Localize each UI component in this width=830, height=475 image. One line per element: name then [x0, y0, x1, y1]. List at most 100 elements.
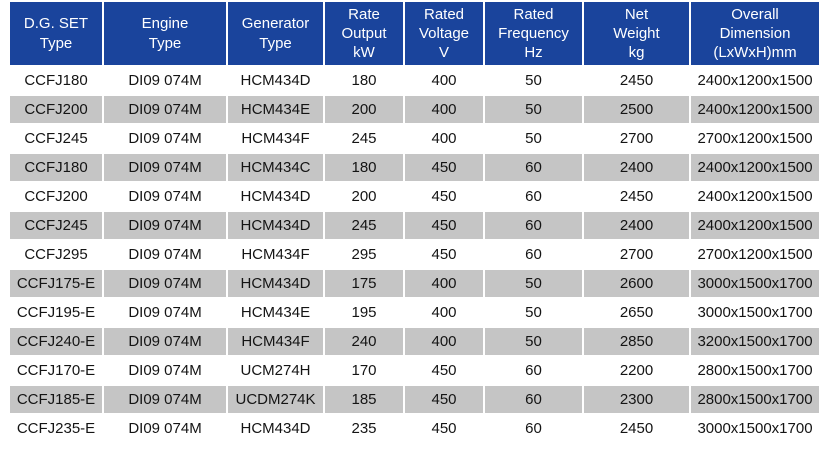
cell-rate-output-kw: 245 [325, 125, 403, 152]
column-header-rate-output-kw: Rate Output kW [325, 2, 403, 65]
cell-rate-output-kw: 170 [325, 357, 403, 384]
cell-dg-set-type: CCFJ200 [10, 96, 102, 123]
cell-net-weight-kg: 2500 [584, 96, 689, 123]
cell-rate-output-kw: 200 [325, 183, 403, 210]
cell-generator-type: UCDM274K [228, 386, 323, 413]
cell-net-weight-kg: 2700 [584, 125, 689, 152]
cell-rated-frequency-hz: 50 [485, 96, 582, 123]
cell-rated-frequency-hz: 50 [485, 67, 582, 94]
cell-overall-dimension: 2400x1200x1500 [691, 212, 819, 239]
cell-rated-voltage-v: 400 [405, 125, 483, 152]
cell-engine-type: DI09 074M [104, 125, 226, 152]
cell-rate-output-kw: 295 [325, 241, 403, 268]
cell-rate-output-kw: 245 [325, 212, 403, 239]
cell-generator-type: HCM434F [228, 125, 323, 152]
cell-generator-type: HCM434D [228, 270, 323, 297]
table-row: CCFJ180 DI09 074M HCM434C 180 450 60 2400 2400x… [10, 154, 819, 181]
cell-rated-voltage-v: 450 [405, 183, 483, 210]
cell-engine-type: DI09 074M [104, 96, 226, 123]
table-row: CCFJ295 DI09 074M HCM434F 295 450 60 2700 2700x… [10, 241, 819, 268]
cell-dg-set-type: CCFJ240-E [10, 328, 102, 355]
column-header-rated-voltage-v: Rated Voltage V [405, 2, 483, 65]
cell-generator-type: HCM434D [228, 67, 323, 94]
cell-rated-frequency-hz: 60 [485, 415, 582, 442]
cell-rated-voltage-v: 400 [405, 270, 483, 297]
dg-set-spec-table: D.G. SET Type Engine Type Generator Type… [8, 0, 821, 444]
cell-overall-dimension: 2400x1200x1500 [691, 183, 819, 210]
cell-rated-frequency-hz: 50 [485, 125, 582, 152]
cell-generator-type: HCM434F [228, 328, 323, 355]
cell-rate-output-kw: 180 [325, 154, 403, 181]
cell-rate-output-kw: 235 [325, 415, 403, 442]
table-row: CCFJ200 DI09 074M HCM434E 200 400 50 2500 2400x… [10, 96, 819, 123]
cell-net-weight-kg: 2400 [584, 154, 689, 181]
cell-rated-frequency-hz: 60 [485, 357, 582, 384]
cell-dg-set-type: CCFJ185-E [10, 386, 102, 413]
cell-overall-dimension: 3000x1500x1700 [691, 299, 819, 326]
cell-dg-set-type: CCFJ195-E [10, 299, 102, 326]
column-header-dg-set-type: D.G. SET Type [10, 2, 102, 65]
cell-generator-type: HCM434C [228, 154, 323, 181]
cell-engine-type: DI09 074M [104, 415, 226, 442]
cell-dg-set-type: CCFJ180 [10, 67, 102, 94]
cell-overall-dimension: 3200x1500x1700 [691, 328, 819, 355]
table-row: CCFJ195-E DI09 074M HCM434E 195 400 50 2650 300… [10, 299, 819, 326]
cell-net-weight-kg: 2600 [584, 270, 689, 297]
cell-net-weight-kg: 2450 [584, 415, 689, 442]
column-header-net-weight-kg: Net Weight kg [584, 2, 689, 65]
cell-dg-set-type: CCFJ175-E [10, 270, 102, 297]
cell-generator-type: HCM434D [228, 212, 323, 239]
table-row: CCFJ245 DI09 074M HCM434F 245 400 50 2700 2700x… [10, 125, 819, 152]
cell-dg-set-type: CCFJ235-E [10, 415, 102, 442]
table-row: CCFJ170-E DI09 074M UCM274H 170 450 60 2200 280… [10, 357, 819, 384]
column-header-rated-frequency-hz: Rated Frequency Hz [485, 2, 582, 65]
cell-engine-type: DI09 074M [104, 183, 226, 210]
cell-net-weight-kg: 2200 [584, 357, 689, 384]
cell-rated-voltage-v: 400 [405, 67, 483, 94]
cell-overall-dimension: 2700x1200x1500 [691, 241, 819, 268]
cell-rated-frequency-hz: 60 [485, 183, 582, 210]
cell-rated-voltage-v: 400 [405, 96, 483, 123]
cell-rated-frequency-hz: 60 [485, 386, 582, 413]
cell-generator-type: HCM434D [228, 415, 323, 442]
cell-overall-dimension: 2400x1200x1500 [691, 96, 819, 123]
cell-dg-set-type: CCFJ200 [10, 183, 102, 210]
cell-rated-voltage-v: 450 [405, 212, 483, 239]
cell-engine-type: DI09 074M [104, 328, 226, 355]
cell-engine-type: DI09 074M [104, 386, 226, 413]
cell-generator-type: HCM434D [228, 183, 323, 210]
cell-rate-output-kw: 240 [325, 328, 403, 355]
cell-net-weight-kg: 2450 [584, 67, 689, 94]
cell-dg-set-type: CCFJ170-E [10, 357, 102, 384]
table-row: CCFJ175-E DI09 074M HCM434D 175 400 50 2600 300… [10, 270, 819, 297]
cell-rated-voltage-v: 400 [405, 299, 483, 326]
cell-dg-set-type: CCFJ245 [10, 125, 102, 152]
cell-rated-frequency-hz: 50 [485, 270, 582, 297]
cell-rated-frequency-hz: 60 [485, 241, 582, 268]
cell-rate-output-kw: 200 [325, 96, 403, 123]
cell-rate-output-kw: 175 [325, 270, 403, 297]
cell-engine-type: DI09 074M [104, 270, 226, 297]
cell-generator-type: HCM434F [228, 241, 323, 268]
cell-rate-output-kw: 185 [325, 386, 403, 413]
cell-rated-frequency-hz: 50 [485, 328, 582, 355]
cell-overall-dimension: 2700x1200x1500 [691, 125, 819, 152]
cell-overall-dimension: 2800x1500x1700 [691, 386, 819, 413]
header-row: D.G. SET Type Engine Type Generator Type… [10, 2, 819, 65]
column-header-engine-type: Engine Type [104, 2, 226, 65]
table-row: CCFJ180 DI09 074M HCM434D 180 400 50 2450 2400x… [10, 67, 819, 94]
cell-engine-type: DI09 074M [104, 154, 226, 181]
cell-overall-dimension: 2400x1200x1500 [691, 67, 819, 94]
cell-net-weight-kg: 2400 [584, 212, 689, 239]
table-row: CCFJ185-E DI09 074M UCDM274K 185 450 60 2300 28… [10, 386, 819, 413]
cell-generator-type: HCM434E [228, 96, 323, 123]
cell-overall-dimension: 2800x1500x1700 [691, 357, 819, 384]
table-row: CCFJ235-E DI09 074M HCM434D 235 450 60 2450 300… [10, 415, 819, 442]
cell-engine-type: DI09 074M [104, 241, 226, 268]
cell-rated-voltage-v: 450 [405, 386, 483, 413]
cell-engine-type: DI09 074M [104, 357, 226, 384]
cell-net-weight-kg: 2700 [584, 241, 689, 268]
cell-rated-voltage-v: 400 [405, 328, 483, 355]
table-row: CCFJ200 DI09 074M HCM434D 200 450 60 2450 2400x… [10, 183, 819, 210]
